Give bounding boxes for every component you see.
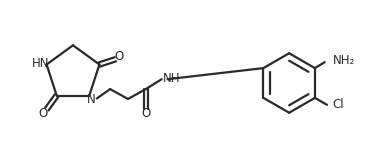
Text: O: O [115, 50, 124, 63]
Text: NH: NH [163, 72, 180, 85]
Text: O: O [141, 107, 150, 120]
Text: Cl: Cl [332, 98, 344, 111]
Text: N: N [87, 92, 96, 105]
Text: NH₂: NH₂ [332, 54, 355, 67]
Text: O: O [38, 107, 48, 120]
Text: HN: HN [32, 57, 49, 70]
